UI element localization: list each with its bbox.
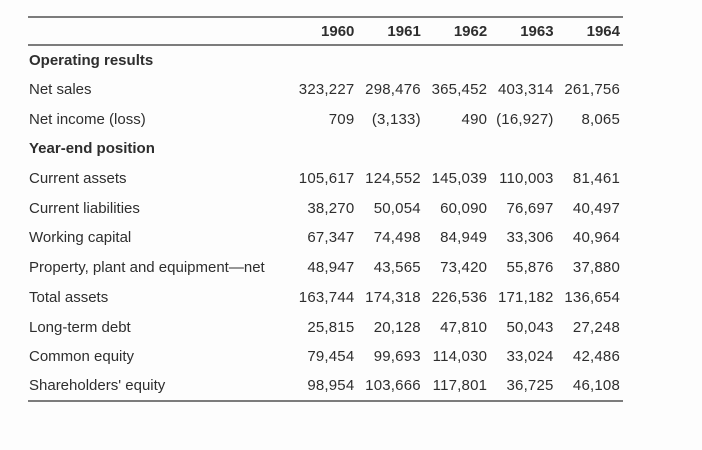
cell-value: 110,003 xyxy=(499,170,554,188)
cell-value: 40,964 xyxy=(572,229,620,247)
cell-value xyxy=(490,134,556,164)
cell-value: 226,536 xyxy=(431,288,488,306)
row-label: Working capital xyxy=(29,229,132,247)
table-row: Working capital 67,347 74,498 84,949 33,306 4… xyxy=(28,223,623,253)
cell-value xyxy=(357,134,423,164)
cell-value: 105,617 xyxy=(298,170,355,188)
cell-value xyxy=(424,134,490,164)
cell-value xyxy=(557,45,623,75)
cell-value: 47,810 xyxy=(440,318,488,336)
cell-value xyxy=(424,45,490,75)
cell-value: (16,927) xyxy=(496,110,554,128)
cell-value xyxy=(291,45,357,75)
year-header: 1960 xyxy=(321,22,355,40)
cell-value: 490 xyxy=(461,110,488,128)
cell-value: 8,065 xyxy=(581,110,620,128)
cell-value: 117,801 xyxy=(432,377,488,395)
table-row: Long-term debt 25,815 20,128 47,810 50,043 27… xyxy=(28,312,623,342)
cell-value: 709 xyxy=(328,110,355,128)
row-label: Net income (loss) xyxy=(29,110,146,128)
cell-value: 46,108 xyxy=(572,377,620,395)
cell-value xyxy=(357,45,423,75)
cell-value xyxy=(291,134,357,164)
cell-value: 37,880 xyxy=(572,259,620,277)
cell-value xyxy=(490,45,556,75)
row-label: Shareholders' equity xyxy=(29,377,166,395)
table-row: Total assets 163,744 174,318 226,536 171,182… xyxy=(28,283,623,313)
row-label: Operating results xyxy=(29,51,154,69)
cell-value: 42,486 xyxy=(572,348,620,366)
year-header: 1963 xyxy=(520,22,554,40)
table-row: Common equity 79,454 99,693 114,030 33,024 42… xyxy=(28,342,623,372)
cell-value: 60,090 xyxy=(440,199,488,217)
year-header: 1964 xyxy=(586,22,620,40)
financial-summary-table: 1960 1961 1962 1963 1964 Operating results Ne… xyxy=(28,16,623,403)
cell-value: 36,725 xyxy=(506,377,554,395)
year-header: 1962 xyxy=(453,22,488,40)
table-row: Current liabilities 38,270 50,054 60,090 76,… xyxy=(28,193,623,223)
table-row: Current assets 105,617 124,552 145,039 110,0… xyxy=(28,164,623,194)
cell-value: 38,270 xyxy=(307,199,355,217)
cell-value: 20,128 xyxy=(373,318,421,336)
year-header: 1961 xyxy=(387,22,421,40)
row-label: Net sales xyxy=(29,81,92,99)
cell-value: 365,452 xyxy=(431,81,488,99)
table-row: Net income (loss) 709 (3,133) 490 (16,927) 8,… xyxy=(28,104,623,134)
year-header-row: 1960 1961 1962 1963 1964 xyxy=(28,17,623,45)
cell-value: 33,306 xyxy=(506,229,554,247)
table-body: Operating results Net sales 323,227 298,476… xyxy=(28,45,623,401)
table-row: Property, plant and equipment—net 48,947 4… xyxy=(28,253,623,283)
table-header: 1960 1961 1962 1963 1964 xyxy=(28,17,623,45)
cell-value: 136,654 xyxy=(564,288,620,306)
cell-value xyxy=(557,134,623,164)
section-row: Year-end position xyxy=(28,134,623,164)
cell-value: 99,693 xyxy=(373,348,421,366)
cell-value: 50,043 xyxy=(506,318,554,336)
cell-value: 114,030 xyxy=(432,348,488,366)
cell-value: 298,476 xyxy=(365,81,421,99)
cell-value: 43,565 xyxy=(373,259,421,277)
cell-value: 124,552 xyxy=(365,170,421,188)
cell-value: 81,461 xyxy=(572,170,620,188)
header-label-cell xyxy=(28,17,291,45)
table-row: Shareholders' equity 98,954 103,666 117,801… xyxy=(28,372,623,402)
cell-value: 76,697 xyxy=(506,199,554,217)
cell-value: 73,420 xyxy=(440,259,488,277)
row-label: Year-end position xyxy=(29,140,155,158)
cell-value: 67,347 xyxy=(307,229,355,247)
cell-value: 103,666 xyxy=(365,377,421,395)
cell-value: 50,054 xyxy=(373,199,421,217)
cell-value: 74,498 xyxy=(373,229,421,247)
row-label: Current assets xyxy=(29,170,127,188)
cell-value: 55,876 xyxy=(506,259,554,277)
row-label: Property, plant and equipment—net xyxy=(29,259,265,277)
cell-value: 40,497 xyxy=(572,199,620,217)
cell-value: 33,024 xyxy=(506,348,554,366)
cell-value: 323,227 xyxy=(298,81,355,99)
cell-value: 403,314 xyxy=(497,81,554,99)
cell-value: 84,949 xyxy=(440,229,488,247)
section-row: Operating results xyxy=(28,45,623,75)
table-row: Net sales 323,227 298,476 365,452 403,314 261… xyxy=(28,75,623,105)
cell-value: 27,248 xyxy=(572,318,620,336)
cell-value: 171,182 xyxy=(497,288,554,306)
cell-value: 98,954 xyxy=(307,377,355,395)
row-label: Common equity xyxy=(29,348,135,366)
cell-value: 25,815 xyxy=(307,318,355,336)
cell-value: 163,744 xyxy=(298,288,355,306)
cell-value: (3,133) xyxy=(371,110,421,128)
cell-value: 79,454 xyxy=(307,348,355,366)
cell-value: 174,318 xyxy=(365,288,421,306)
cell-value: 145,039 xyxy=(431,170,488,188)
row-label: Total assets xyxy=(29,288,109,306)
cell-value: 261,756 xyxy=(564,81,620,99)
cell-value: 48,947 xyxy=(307,259,355,277)
row-label: Current liabilities xyxy=(29,199,140,217)
row-label: Long-term debt xyxy=(29,318,131,336)
